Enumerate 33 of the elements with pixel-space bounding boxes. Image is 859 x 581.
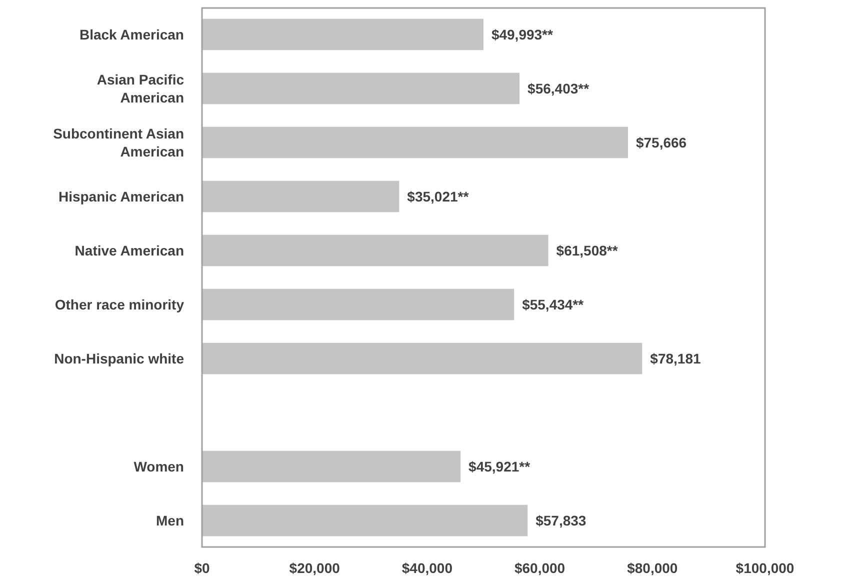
bar	[202, 72, 520, 104]
x-tick-label: $100,000	[736, 560, 794, 576]
data-label: $35,021**	[407, 188, 470, 204]
bar	[202, 18, 484, 50]
y-tick-label: Other race minority	[54, 296, 184, 312]
data-label: $57,833	[536, 512, 586, 528]
bar	[202, 450, 461, 482]
data-label: $56,403**	[528, 80, 590, 96]
data-label: $49,993**	[491, 26, 554, 42]
y-tick-label: Subcontinent Asian American	[53, 125, 184, 160]
bar	[202, 126, 628, 158]
y-tick-label: Men	[156, 512, 184, 528]
bar	[202, 342, 642, 374]
y-tick-label: Hispanic American	[58, 188, 184, 204]
y-tick-label: Women	[134, 458, 184, 474]
x-tick-label: $0	[194, 560, 210, 576]
bar	[202, 288, 514, 320]
y-tick-label: Native American	[74, 242, 184, 258]
y-tick-label: Black American	[79, 26, 184, 42]
bar	[202, 234, 548, 266]
bar	[202, 504, 528, 536]
data-label: $45,921**	[468, 458, 531, 474]
data-label: $61,508**	[556, 242, 618, 258]
x-tick-label: $60,000	[514, 560, 566, 576]
data-label: $78,181	[650, 350, 701, 366]
bar	[202, 180, 400, 212]
data-label: $55,434**	[522, 296, 584, 312]
y-tick-label: Non-Hispanic white	[54, 350, 184, 366]
data-label: $75,666	[636, 134, 687, 150]
x-tick-label: $80,000	[627, 560, 678, 576]
x-tick-label: $20,000	[289, 560, 340, 576]
y-tick-label: Asian Pacific American	[96, 71, 184, 106]
x-tick-label: $40,000	[402, 560, 453, 576]
